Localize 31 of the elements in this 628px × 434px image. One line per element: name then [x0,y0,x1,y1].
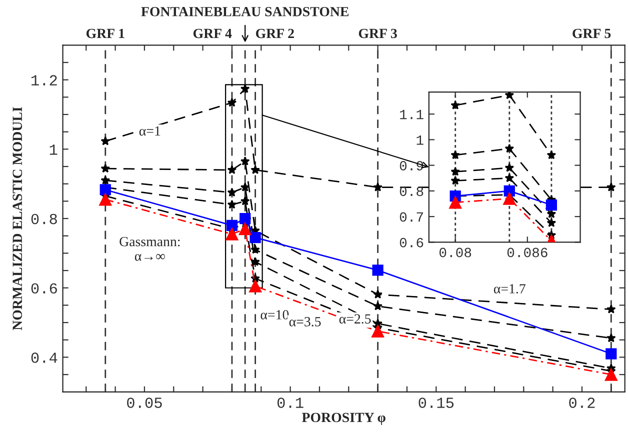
y-tick-label: 1 [50,144,58,155]
y-tick-label: 0.6 [31,283,57,294]
x-tick-label: 0.15 [418,398,454,408]
ref-line-label: FONTAINEBLEAU SANDSTONE [141,6,349,16]
annotation: α=1.7 [494,284,526,294]
x-tick-label: 0.086 [507,248,548,258]
y-tick-label: 1 [416,136,424,145]
y-tick-label: 1.2 [32,75,57,86]
y-tick-label: 0.8 [31,214,57,224]
annotation: α=3.5 [289,317,321,326]
y-tick-label: 0.6 [400,238,424,248]
annotation: α=1 [139,126,160,136]
ref-line-label: GRF 2 [256,28,294,38]
ref-line-label: GRF 5 [572,28,611,38]
annotation: α=10 [260,310,289,320]
x-tick-label: 0.2 [569,398,595,408]
ref-line-label: GRF 1 [86,28,124,38]
x-tick-label: 0.1 [277,398,304,408]
y-tick-label: 0.4 [31,352,58,363]
x-axis-title: POROSITY φ [302,412,386,425]
y-tick-label: 0.7 [400,212,423,222]
annotation: Gassmann: α→∞ [120,236,180,261]
y-tick-label: 0.8 [400,186,424,196]
ref-line-label: GRF 3 [358,28,397,38]
annotation: α=2.5 [339,314,371,324]
y-tick-label: 0.9 [400,161,424,170]
x-tick-label: 0.05 [127,398,162,408]
ref-line-label: GRF 4 [193,28,232,38]
y-tick-label: 1.1 [400,110,424,120]
x-tick-label: 0.08 [440,248,472,258]
y-axis-title: NORMALIZED ELASTIC MODULI [12,107,22,330]
